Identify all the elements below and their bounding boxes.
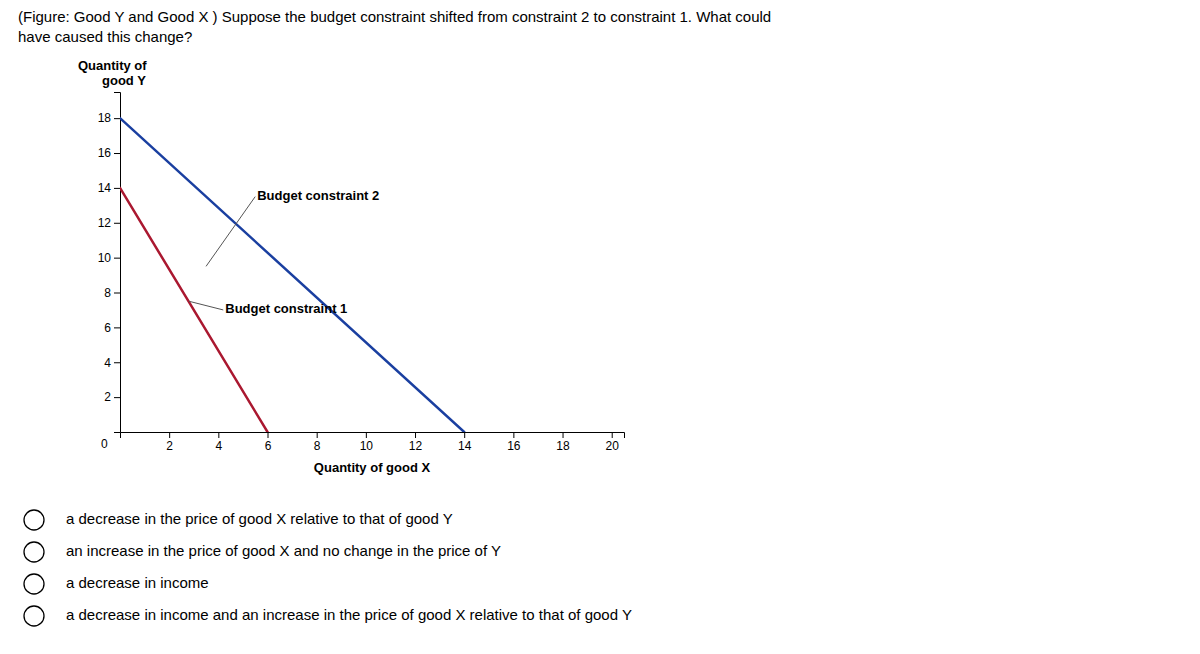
y-tick-label: 10 — [98, 251, 112, 265]
x-axis-label: Quantity of good X — [314, 460, 431, 475]
x-tick-label: 18 — [556, 439, 570, 453]
x-tick-label: 6 — [265, 439, 272, 453]
x-tick: 10 — [360, 432, 374, 453]
x-tick: 18 — [556, 432, 570, 453]
y-tick: 12 — [98, 216, 120, 230]
x-tick-mark — [563, 432, 564, 438]
x-tick-mark — [317, 432, 318, 438]
x-tick-label: 4 — [215, 439, 222, 453]
origin-label: 0 — [101, 437, 108, 451]
y-tick-label: 18 — [98, 111, 112, 125]
y-tick-label: 16 — [98, 146, 112, 160]
title: have caused this change? — [18, 28, 192, 45]
x-tick: 4 — [215, 432, 222, 453]
y-tick-label: 2 — [104, 390, 111, 404]
option-text[interactable]: a decrease in income — [66, 574, 209, 591]
y-tick-mark — [114, 362, 120, 363]
y-tick-label: 4 — [104, 356, 111, 370]
y-tick-mark — [114, 223, 120, 224]
annotation-line — [189, 301, 223, 310]
y-tick: 2 — [104, 390, 120, 404]
x-tick: 6 — [265, 432, 272, 453]
chart: (Figure: Good Y and Good X ) Suppose the… — [0, 0, 1200, 654]
annotation-line — [206, 197, 255, 267]
y-tick: 4 — [104, 356, 120, 370]
x-tick-label: 12 — [409, 439, 423, 453]
y-tick: 16 — [98, 146, 120, 160]
x-tick-mark — [415, 432, 416, 438]
x-tick: 8 — [314, 432, 321, 453]
y-tick-mark — [114, 293, 120, 294]
x-tick: 14 — [458, 432, 472, 453]
budget-line — [120, 118, 464, 432]
y-tick-mark — [114, 118, 120, 119]
plot: 2 4 6 8 10 12 14 16 18 20 2 4 6 8 10 12 14 16 18 Quantity o… — [98, 93, 625, 476]
option-text[interactable]: a decrease in income and an increase in … — [66, 606, 632, 623]
y-tick: 14 — [98, 181, 120, 195]
x-tick-mark — [218, 432, 219, 438]
y-tick-mark — [114, 188, 120, 189]
x-tick-mark — [612, 432, 613, 438]
y-tick-mark — [114, 327, 120, 328]
annotation: Budget constraint 2 — [257, 188, 379, 203]
y-axis-line — [114, 93, 121, 433]
x-tick: 12 — [409, 432, 423, 453]
x-tick-label: 10 — [360, 439, 374, 453]
y-tick: 6 — [104, 321, 120, 335]
y-tick: 8 — [104, 286, 120, 300]
y-axis-label: good Y — [102, 73, 146, 88]
lines — [120, 118, 464, 432]
y-tick: 18 — [98, 111, 120, 125]
x-tick-mark — [513, 432, 514, 438]
radio-button[interactable] — [24, 606, 44, 626]
y-tick-label: 12 — [98, 216, 112, 230]
x-tick: 20 — [606, 432, 620, 453]
radio-button[interactable] — [24, 510, 44, 530]
option-text[interactable]: an increase in the price of good X and n… — [66, 542, 501, 559]
y-tick-mark — [114, 153, 120, 154]
x-tick: 16 — [507, 432, 521, 453]
x-axis-line — [121, 433, 625, 439]
x-axis: 2 4 6 8 10 12 14 16 18 20 — [121, 432, 625, 453]
radio-button[interactable] — [24, 542, 44, 562]
x-tick-label: 16 — [507, 439, 521, 453]
radio-button[interactable] — [24, 574, 44, 594]
x-tick-label: 8 — [314, 439, 321, 453]
y-tick-label: 14 — [98, 181, 112, 195]
x-tick: 2 — [166, 432, 173, 453]
x-tick-label: 20 — [606, 439, 620, 453]
option-text[interactable]: a decrease in the price of good X relati… — [66, 510, 453, 527]
y-tick: 10 — [98, 251, 120, 265]
y-tick-mark — [114, 397, 120, 398]
y-tick-mark — [114, 258, 120, 259]
x-tick-mark — [268, 432, 269, 438]
y-tick-label: 6 — [104, 321, 111, 335]
y-axis: 2 4 6 8 10 12 14 16 18 — [98, 93, 121, 433]
x-tick-mark — [169, 432, 170, 438]
x-tick-mark — [366, 432, 367, 438]
annotation: Budget constraint 1 — [225, 301, 347, 316]
title: (Figure: Good Y and Good X ) Suppose the… — [18, 8, 771, 25]
y-axis-label: Quantity of — [78, 58, 147, 73]
x-tick-label: 2 — [166, 439, 173, 453]
x-tick-mark — [464, 432, 465, 438]
y-tick-label: 8 — [104, 286, 111, 300]
x-tick-label: 14 — [458, 439, 472, 453]
